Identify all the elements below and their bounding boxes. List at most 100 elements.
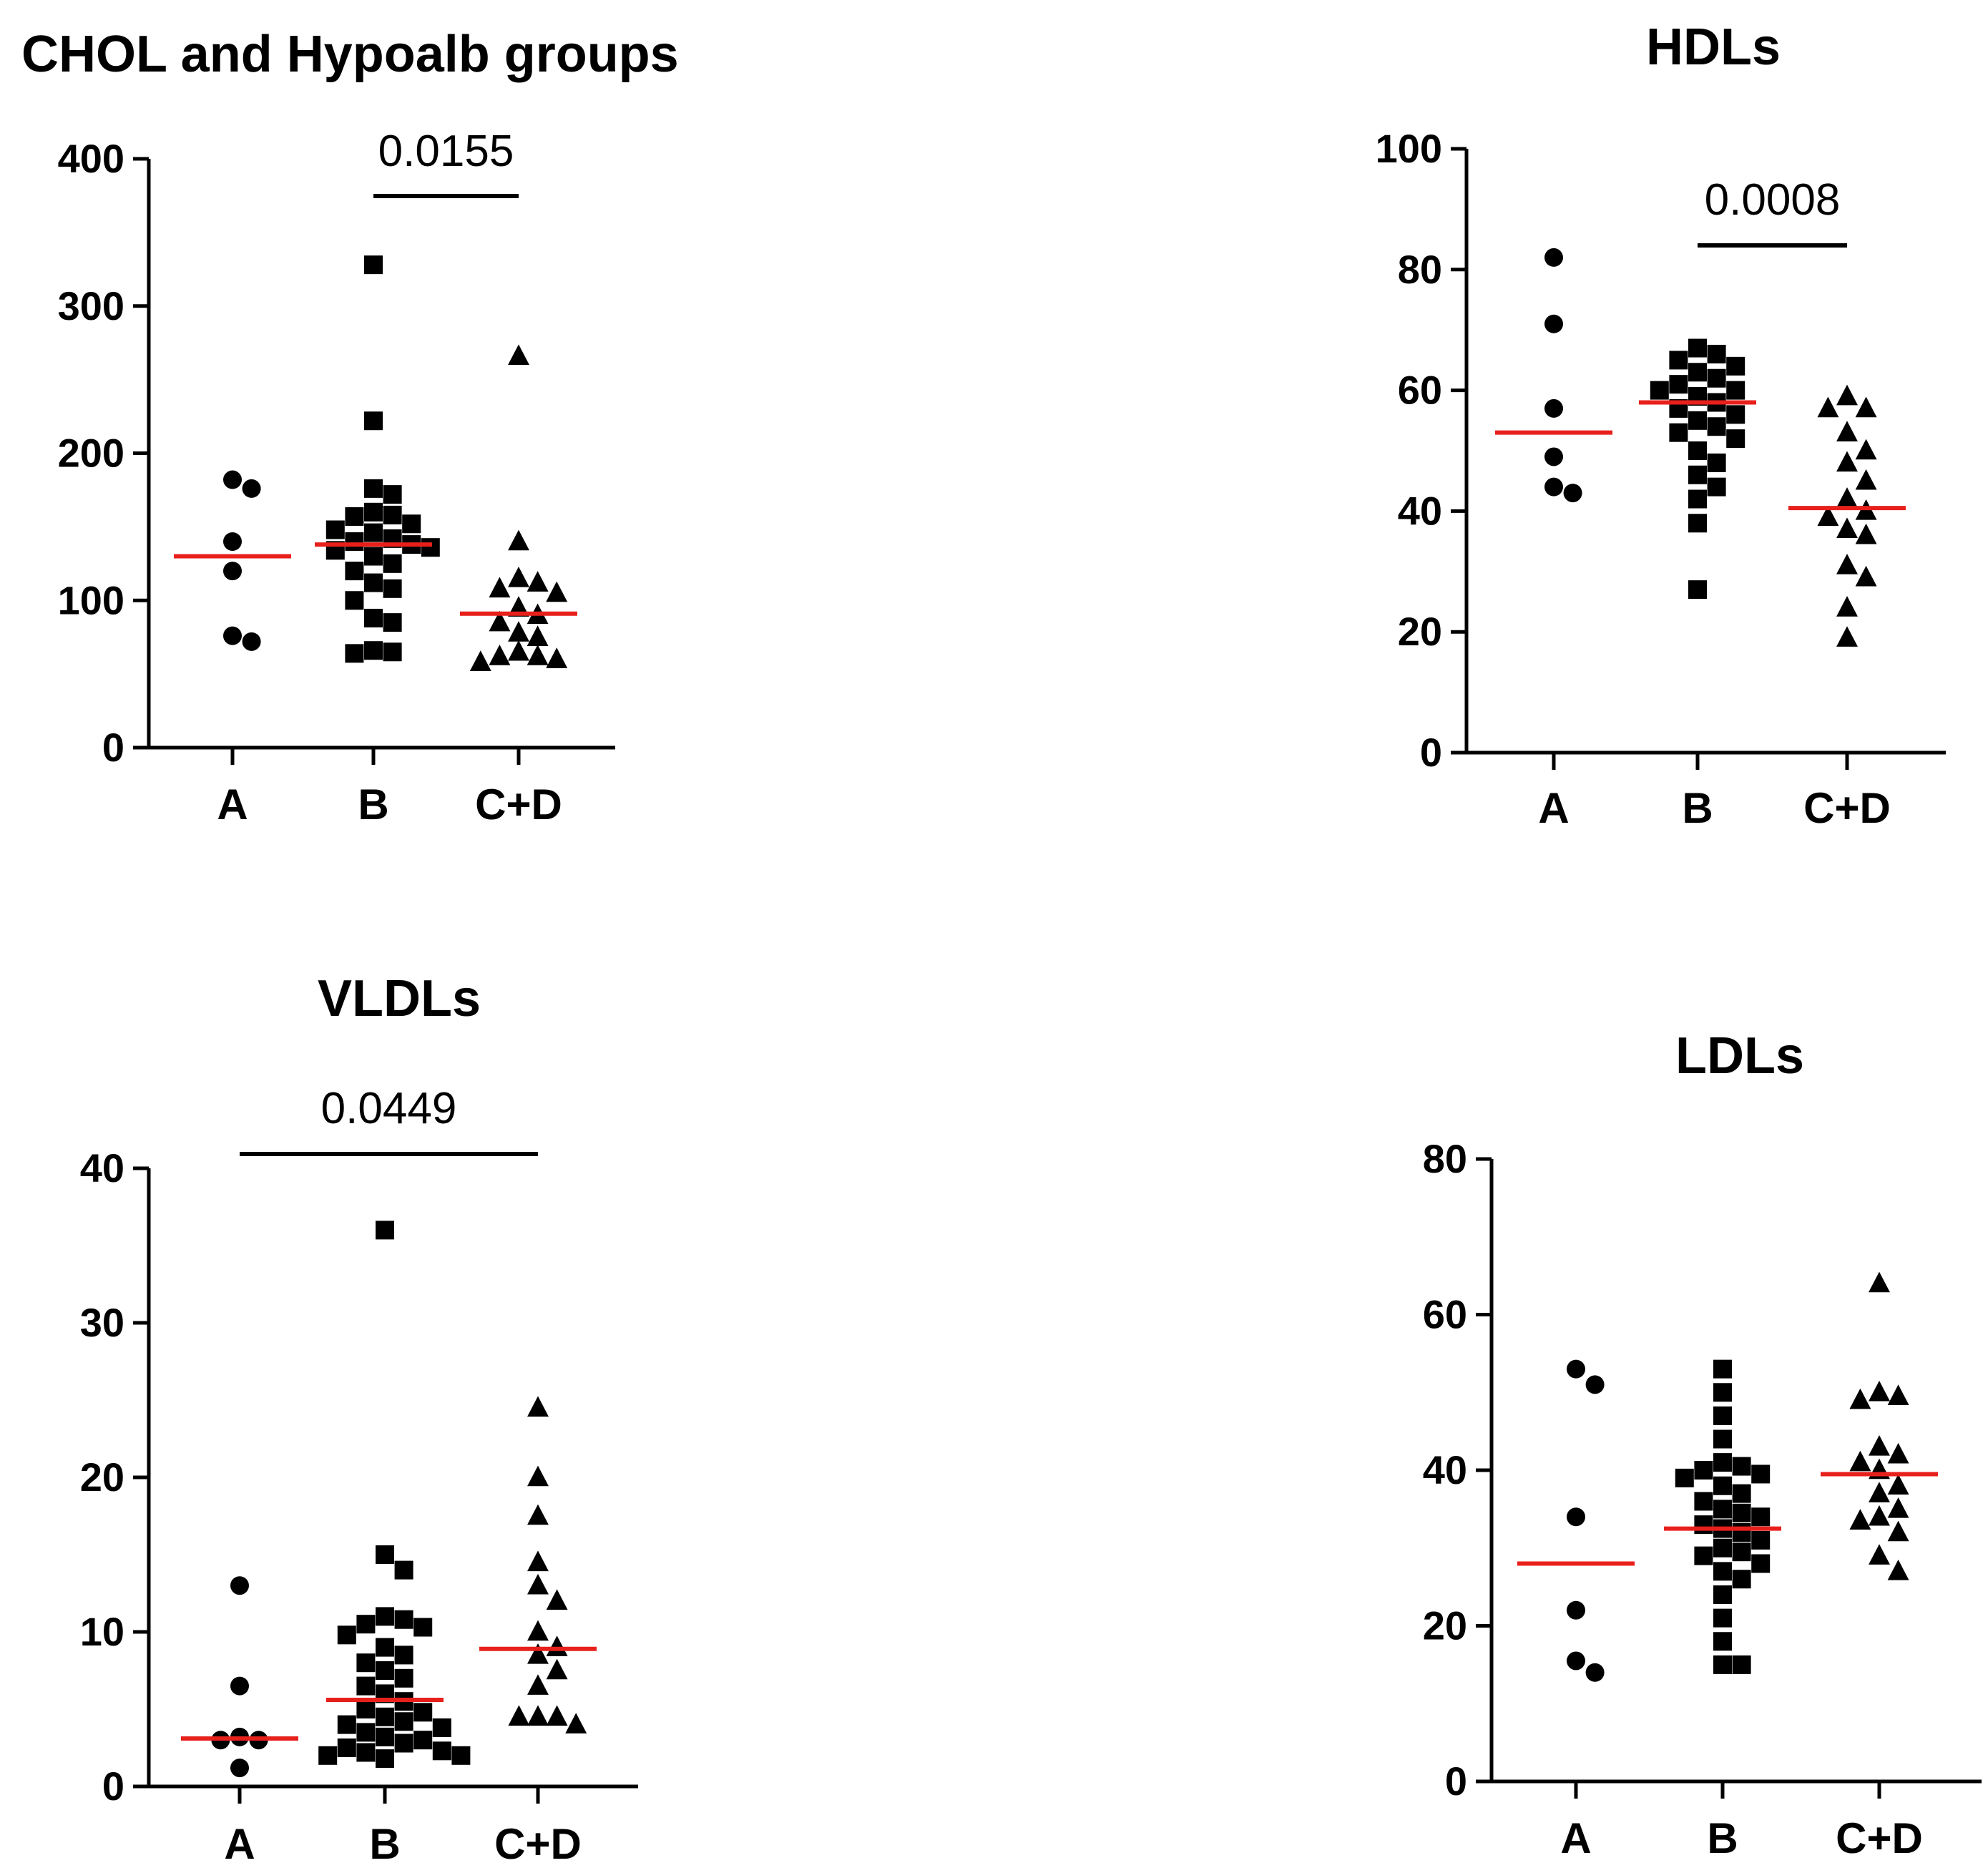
vldl-point-B (413, 1703, 433, 1722)
chol-point-B (402, 514, 421, 534)
ldl-y-tick-label: 80 (1423, 1136, 1467, 1181)
ldl-point-B (1713, 1476, 1732, 1495)
hdl-point-B (1707, 417, 1726, 436)
vldl-point-B (376, 1638, 394, 1657)
ldl-point-B (1675, 1468, 1694, 1487)
hdl-point-CD (1855, 469, 1877, 490)
chol-point-B (345, 591, 364, 610)
chol-point-B (383, 579, 402, 598)
ldl-point-CD (1849, 1509, 1871, 1530)
vldl-point-B (356, 1743, 376, 1762)
vldl-y-tick-label: 20 (80, 1454, 124, 1500)
hdl-y-tick-label: 40 (1398, 488, 1442, 533)
hdl-point-B (1726, 405, 1745, 424)
hdl-point-A (1544, 248, 1563, 267)
chol-point-CD (546, 647, 568, 668)
hdl-point-B (1650, 381, 1669, 400)
vldl-y-tick-label: 40 (80, 1145, 124, 1190)
vldl-title: VLDLs (318, 970, 481, 1027)
chol-point-B (364, 255, 383, 275)
vldl-point-B (394, 1645, 413, 1665)
vldl-point-B (337, 1715, 356, 1734)
hdl-point-B (1726, 381, 1745, 400)
chol-point-B (364, 547, 383, 566)
vldl-category-label: B (369, 1820, 400, 1868)
vldl-category-label: C+D (494, 1820, 582, 1868)
ldl-point-CD (1887, 1384, 1909, 1405)
ldl-point-B (1713, 1608, 1732, 1628)
ldl-point-CD (1887, 1497, 1909, 1518)
ldl-point-B (1713, 1632, 1732, 1651)
ldl-point-B (1732, 1542, 1751, 1562)
chol-point-CD (546, 581, 568, 602)
hdl-point-CD (1836, 596, 1858, 617)
vldl-point-B (451, 1746, 471, 1765)
vldl-point-CD (527, 1705, 549, 1726)
hdl-point-CD (1836, 553, 1858, 574)
ldl-point-A (1567, 1600, 1585, 1620)
vldl-point-A (230, 1676, 249, 1696)
chol-point-CD (508, 567, 529, 587)
ldl-point-CD (1887, 1442, 1909, 1464)
chol-point-CD (527, 625, 549, 646)
chol-point-B (345, 644, 364, 663)
vldl-p-value: 0.0449 (321, 1084, 457, 1133)
chol-point-B (383, 642, 402, 662)
chol-point-B (345, 562, 364, 581)
chol-category-label: A (217, 781, 248, 828)
chol-title: CHOL and Hypoalb groups (21, 26, 679, 83)
hdl-point-B (1707, 453, 1726, 472)
ldl-point-A (1567, 1507, 1585, 1527)
vldl-category-label: A (224, 1820, 255, 1868)
vldl-point-B (413, 1618, 433, 1637)
chol-point-B (325, 520, 345, 539)
ldl-point-B (1694, 1492, 1713, 1511)
hdl-point-B (1688, 441, 1707, 460)
vldl-point-B (356, 1676, 376, 1696)
chol-point-CD (508, 529, 529, 551)
hdl-point-B (1688, 580, 1707, 600)
ldl-point-A (1567, 1651, 1585, 1671)
chol-point-B (364, 523, 383, 542)
chol-point-A (223, 532, 242, 551)
hdl-point-B (1688, 411, 1707, 430)
vldl-point-B (376, 1749, 394, 1769)
hdl-point-CD (1836, 421, 1858, 441)
hdl-point-B (1669, 423, 1688, 442)
hdl-point-CD (1836, 487, 1858, 508)
chol-point-B (345, 532, 364, 551)
ldl-category-label: B (1707, 1814, 1738, 1862)
ldl-point-CD (1887, 1520, 1909, 1542)
chol-point-B (421, 538, 440, 557)
hdl-point-CD (1855, 396, 1877, 418)
ldl-point-B (1732, 1570, 1751, 1589)
ldl-panel: LDLs 0 20 40 60 80 A B C+D (1423, 1027, 1982, 1862)
chol-p-value: 0.0155 (378, 127, 514, 176)
hdl-point-CD (1855, 523, 1877, 544)
vldl-point-B (356, 1723, 376, 1742)
vldl-point-B (356, 1653, 376, 1673)
chol-point-CD (527, 645, 549, 665)
vldl-point-B (356, 1700, 376, 1718)
chol-point-B (364, 502, 383, 522)
ldl-point-B (1751, 1554, 1771, 1573)
chol-point-CD (508, 640, 529, 661)
vldl-point-B (376, 1221, 394, 1240)
vldl-point-CD (527, 1573, 549, 1595)
vldl-point-CD (565, 1713, 587, 1733)
ldl-point-B (1751, 1507, 1771, 1527)
hdl-point-B (1688, 514, 1707, 533)
chol-point-B (364, 641, 383, 660)
hdl-y-tick-label: 100 (1376, 126, 1442, 171)
hdl-point-B (1688, 363, 1707, 382)
ldl-point-B (1694, 1461, 1713, 1480)
hdl-point-B (1688, 489, 1707, 509)
hdl-point-CD (1817, 396, 1839, 418)
hdl-point-B (1726, 356, 1745, 376)
vldl-point-CD (527, 1504, 549, 1525)
chol-category-label: B (358, 781, 388, 828)
hdl-point-B (1707, 344, 1726, 363)
vldl-point-B (394, 1668, 413, 1688)
ldl-point-B (1732, 1484, 1751, 1503)
hdl-point-CD (1836, 384, 1858, 406)
